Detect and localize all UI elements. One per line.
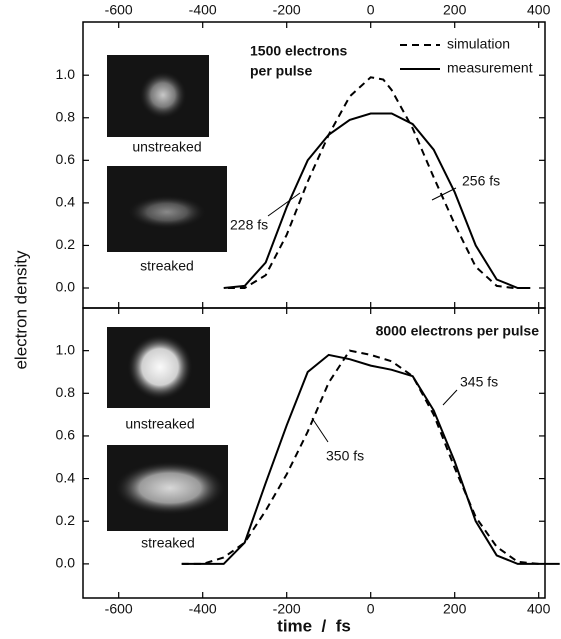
image-spot: [127, 195, 207, 229]
y-tick-label: 0.4: [56, 469, 76, 485]
x-tick-label: -600: [105, 601, 133, 617]
x-tick-label: 200: [443, 2, 467, 18]
annotation: unstreaked: [125, 416, 194, 432]
image-spot: [114, 461, 226, 515]
data-line: [227, 76, 514, 289]
y-tick-label: 0.2: [56, 236, 76, 252]
leader-line: [442, 389, 458, 406]
x-tick-label: -200: [273, 2, 301, 18]
annotation: unstreaked: [132, 139, 201, 155]
leader-line: [267, 192, 301, 217]
x-tick-label: 200: [443, 601, 467, 617]
x-tick-label: -600: [105, 2, 133, 18]
leader-lines: [267, 187, 458, 443]
y-tick-label: 0.6: [56, 151, 76, 167]
annotation: 350 fs: [326, 448, 364, 464]
legend-label: simulation: [447, 36, 510, 52]
x-tick-label: 0: [367, 601, 375, 617]
y-tick-label: 1.0: [56, 66, 76, 82]
image-spot: [139, 71, 187, 119]
y-axis-title: electron density: [11, 250, 30, 370]
x-tick-label: 400: [527, 2, 551, 18]
legend-label: measurement: [447, 60, 533, 76]
annotation: 256 fs: [462, 173, 500, 189]
y-tick-label: 0.4: [56, 194, 76, 210]
y-tick-label: 0.0: [56, 279, 76, 295]
x-tick-label: -400: [189, 2, 217, 18]
data-line: [223, 112, 531, 289]
x-tick-label: -200: [273, 601, 301, 617]
y-tick-label: 0.6: [56, 427, 76, 443]
annotation: 345 fs: [460, 374, 498, 390]
image-spot: [127, 334, 193, 400]
annotation: per pulse: [250, 63, 312, 79]
y-tick-label: 0.0: [56, 555, 76, 571]
y-tick-label: 0.2: [56, 512, 76, 528]
annotation: 1500 electrons: [250, 43, 347, 59]
y-tick-label: 1.0: [56, 341, 76, 357]
y-tick-label: 0.8: [56, 108, 76, 124]
annotation: streaked: [141, 535, 195, 551]
x-tick-label: 400: [527, 601, 551, 617]
inset-images: [107, 55, 228, 531]
x-tick-label: -400: [189, 601, 217, 617]
x-tick-label: 0: [367, 2, 375, 18]
annotation: 228 fs: [230, 217, 268, 233]
leader-line: [431, 187, 457, 201]
annotation: 8000 electrons per pulse: [376, 323, 540, 339]
x-axis-title: time / fs: [277, 616, 351, 635]
plot-frame: [82, 307, 546, 599]
annotation: streaked: [140, 258, 194, 274]
leader-line: [311, 417, 329, 443]
y-tick-label: 0.8: [56, 384, 76, 400]
data-line: [181, 353, 560, 565]
